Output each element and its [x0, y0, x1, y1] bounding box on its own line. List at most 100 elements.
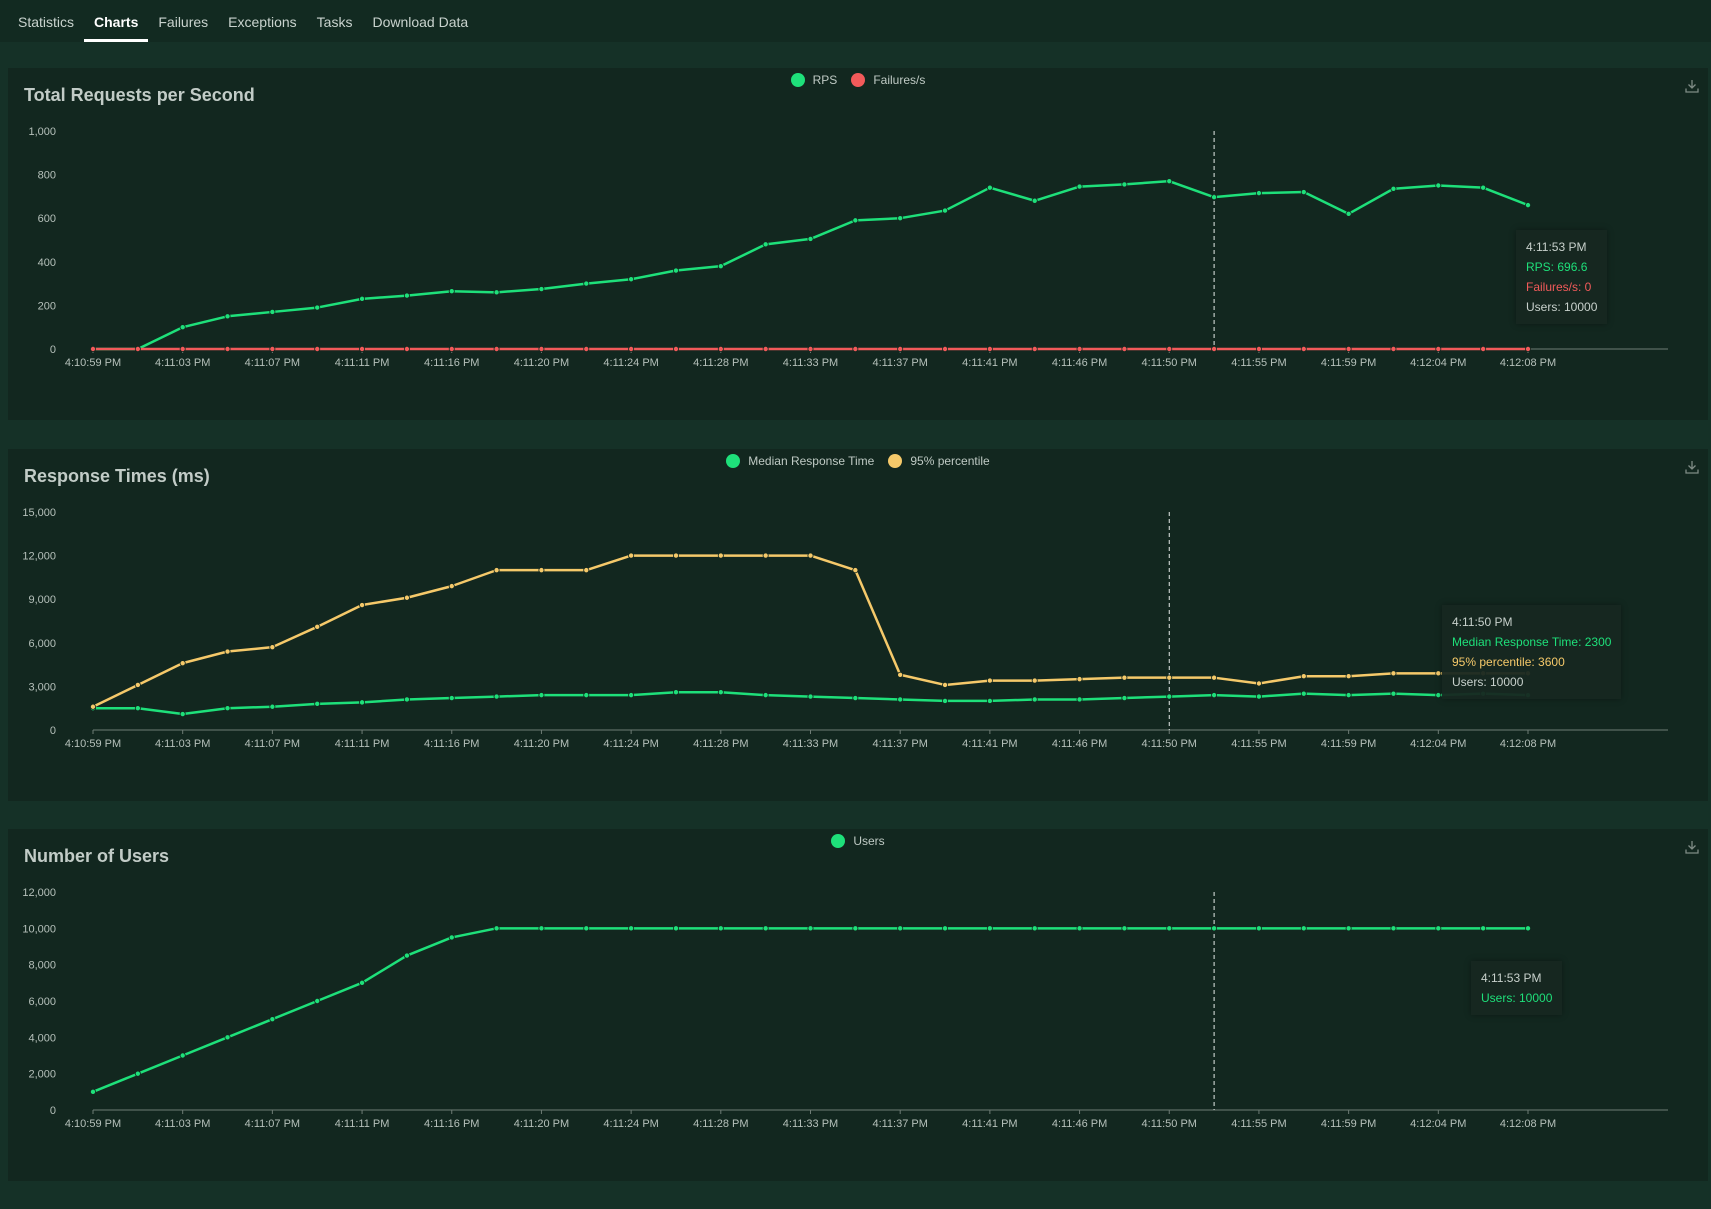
legend-item-users[interactable]: Users	[831, 834, 885, 848]
chart-legend: RPS Failures/s	[8, 73, 1708, 87]
data-point	[1255, 925, 1262, 932]
data-point	[314, 623, 321, 630]
data-point	[1435, 670, 1442, 677]
x-tick-label: 4:11:37 PM	[872, 1118, 927, 1130]
y-tick-label: 2,000	[28, 1069, 56, 1081]
data-point	[583, 345, 590, 352]
x-tick-label: 4:11:20 PM	[514, 357, 569, 369]
data-point	[1300, 345, 1307, 352]
data-point	[762, 925, 769, 932]
tab-statistics[interactable]: Statistics	[18, 14, 75, 30]
x-tick-label: 4:11:50 PM	[1142, 738, 1197, 750]
tooltip-line: Users: 10000	[1481, 991, 1553, 1005]
tab-exceptions[interactable]: Exceptions	[228, 14, 297, 30]
data-point	[403, 292, 410, 299]
data-point	[1480, 345, 1487, 352]
data-point	[897, 215, 904, 222]
legend-dot	[851, 73, 866, 87]
data-point	[1211, 674, 1218, 681]
y-tick-label: 15,000	[22, 507, 56, 519]
download-icon[interactable]	[1684, 839, 1700, 855]
data-point	[672, 689, 679, 696]
tab-tasks[interactable]: Tasks	[316, 14, 353, 30]
x-tick-label: 4:12:08 PM	[1500, 357, 1556, 369]
data-point	[583, 692, 590, 699]
data-point	[538, 286, 545, 293]
legend-item-rps[interactable]: RPS	[790, 73, 838, 87]
x-tick-label: 4:11:55 PM	[1231, 738, 1286, 750]
data-point	[403, 594, 410, 601]
x-tick-label: 4:11:50 PM	[1142, 1118, 1197, 1130]
x-tick-label: 4:11:07 PM	[245, 1118, 300, 1130]
data-point	[403, 696, 410, 703]
legend-item-p95[interactable]: 95% percentile	[888, 454, 990, 468]
data-point	[448, 695, 455, 702]
data-point	[224, 705, 231, 712]
data-point	[1166, 178, 1173, 185]
x-tick-label: 4:11:03 PM	[155, 357, 210, 369]
legend-dot	[888, 454, 903, 468]
data-point	[493, 925, 500, 932]
data-point	[1166, 674, 1173, 681]
legend-label: RPS	[812, 73, 838, 87]
legend-dot	[726, 454, 741, 468]
data-point	[1525, 345, 1532, 352]
x-tick-label: 4:11:20 PM	[514, 1118, 569, 1130]
y-tick-label: 1,000	[28, 126, 56, 138]
data-point	[538, 692, 545, 699]
data-point	[314, 997, 321, 1004]
data-point	[672, 925, 679, 932]
data-point	[897, 925, 904, 932]
y-tick-label: 9,000	[28, 594, 56, 606]
data-point	[628, 692, 635, 699]
chart-plot-area: 0 2,000 4,000 6,000 8,000 10,000 12,000 4:10:59…	[22, 887, 1668, 1130]
data-point	[1121, 345, 1128, 352]
data-point	[1211, 925, 1218, 932]
data-point	[1211, 692, 1218, 699]
data-point	[672, 552, 679, 559]
data-point	[1480, 925, 1487, 932]
data-point	[269, 703, 276, 710]
download-icon[interactable]	[1684, 78, 1700, 94]
data-point	[493, 567, 500, 574]
legend-item-failures[interactable]: Failures/s	[851, 73, 925, 87]
data-point	[1255, 680, 1262, 687]
x-tick-label: 4:10:59 PM	[65, 738, 121, 750]
data-point	[90, 1088, 97, 1095]
y-tick-label: 4,000	[28, 1032, 56, 1044]
data-point	[1076, 183, 1083, 190]
y-tick-label: 600	[38, 213, 56, 225]
y-tick-label: 800	[38, 170, 56, 182]
data-point	[942, 697, 949, 704]
data-point	[1525, 202, 1532, 209]
data-point	[90, 703, 97, 710]
data-point	[986, 345, 993, 352]
legend-label: Users	[853, 834, 885, 848]
x-tick-label: 4:11:07 PM	[245, 738, 300, 750]
legend-item-median[interactable]: Median Response Time	[726, 454, 874, 468]
data-point	[1525, 925, 1532, 932]
data-point	[1345, 692, 1352, 699]
data-point	[1435, 182, 1442, 189]
x-tick-label: 4:11:37 PM	[872, 738, 927, 750]
tooltip-line: 95% percentile: 3600	[1452, 655, 1565, 669]
data-point	[1166, 925, 1173, 932]
data-point	[538, 567, 545, 574]
legend-label: Failures/s	[873, 73, 926, 87]
data-point	[1031, 345, 1038, 352]
tooltip-line: Users: 10000	[1452, 675, 1524, 689]
tab-download-data[interactable]: Download Data	[372, 14, 469, 30]
x-tick-label: 4:11:41 PM	[962, 1118, 1017, 1130]
tab-charts[interactable]: Charts	[83, 14, 149, 42]
data-point	[897, 345, 904, 352]
data-point	[762, 345, 769, 352]
chart-card-users: Number of Users Users 0 2,000 4,000 6,000 8,…	[8, 829, 1708, 1181]
tab-failures[interactable]: Failures	[158, 14, 209, 30]
tooltip-time: 4:11:50 PM	[1452, 615, 1513, 629]
data-point	[1345, 673, 1352, 680]
download-icon[interactable]	[1684, 459, 1700, 475]
tooltip-time: 4:11:53 PM	[1481, 971, 1542, 985]
series-line	[92, 554, 1528, 708]
y-tick-label: 0	[50, 344, 56, 356]
data-point	[807, 345, 814, 352]
